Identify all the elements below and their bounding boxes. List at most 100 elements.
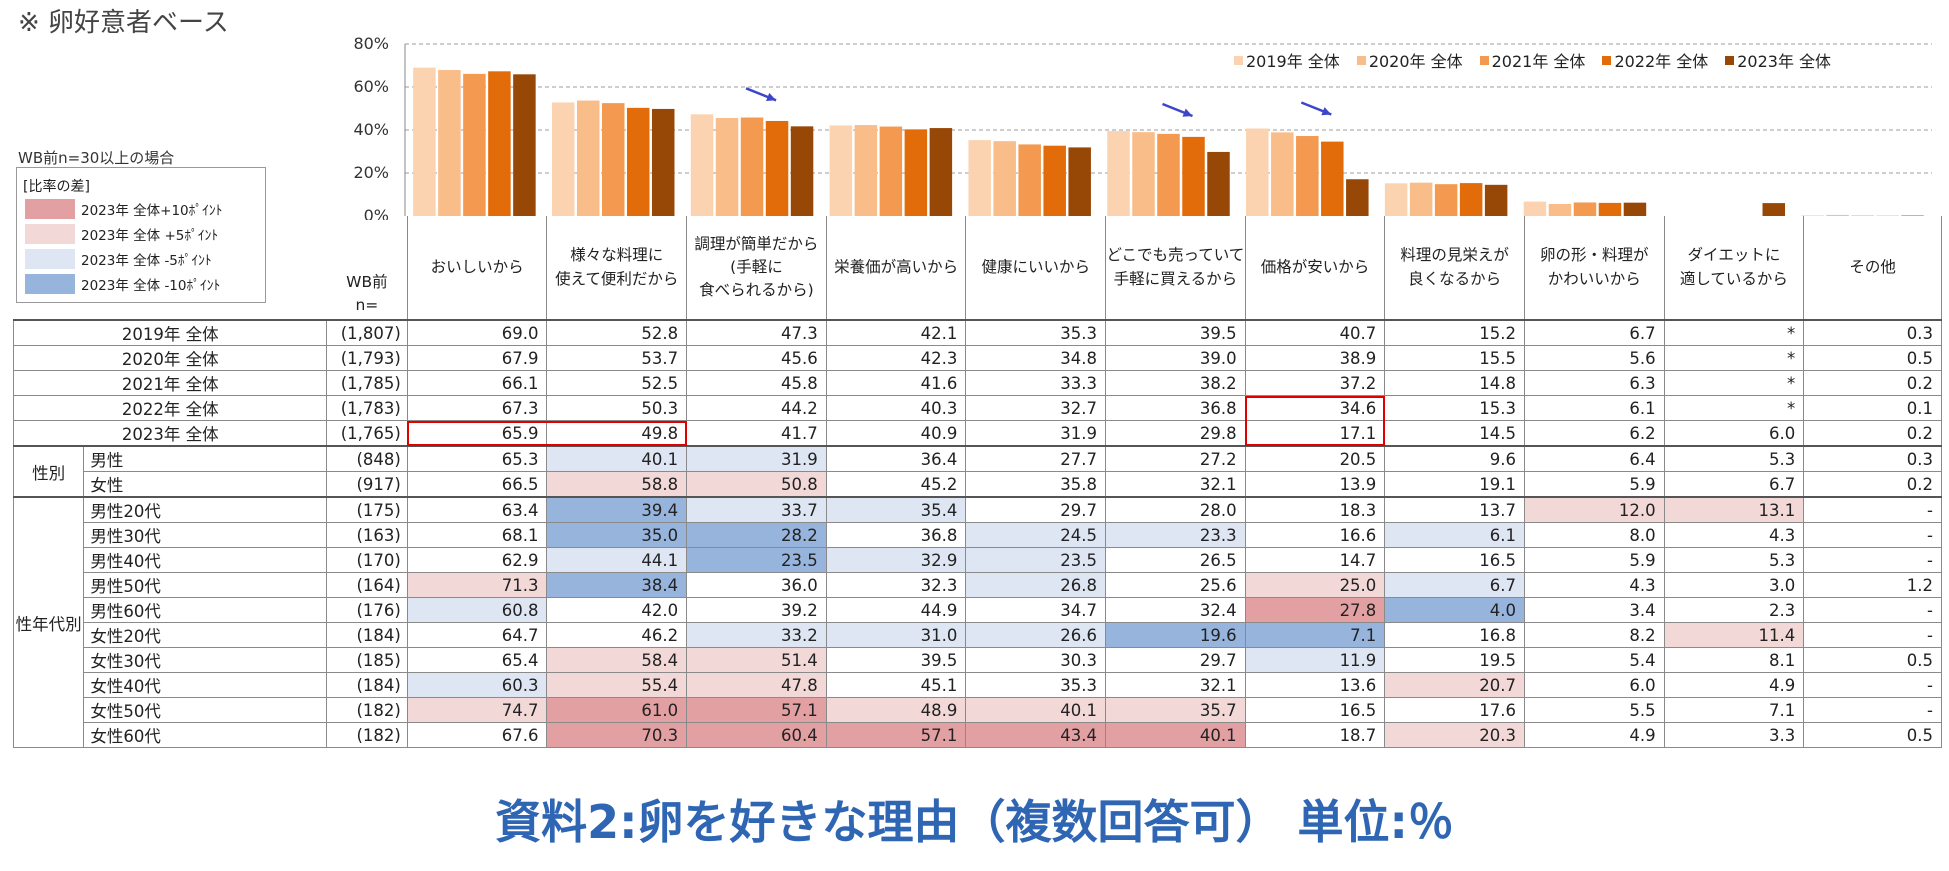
table-row: 女性40代 (184) 60.3 55.4 47.8 45.1 35.3 32.1 13.6 20… xyxy=(14,672,1942,698)
bar xyxy=(854,125,878,216)
bar xyxy=(601,103,625,216)
table-cell: 69.0 xyxy=(406,319,548,346)
series-legend-item: 2020年 全体 xyxy=(1356,48,1463,72)
table-cell: 5.3 xyxy=(1663,547,1805,573)
y-tick-label: 80% xyxy=(353,34,389,53)
bar xyxy=(1246,128,1269,216)
table-cell: 39.5 xyxy=(825,647,967,673)
table-cell: 60.4 xyxy=(686,722,827,748)
table-cell: 17.6 xyxy=(1384,697,1525,723)
trend-arrow-head xyxy=(1182,108,1193,117)
series-legend-label: 2019年 全体 xyxy=(1246,52,1340,71)
series-legend-swatch xyxy=(1602,55,1612,65)
bar xyxy=(438,70,461,216)
table-cell: 3.4 xyxy=(1523,597,1665,623)
table-cell: 57.1 xyxy=(825,722,967,748)
row-label: 女性30代 xyxy=(83,647,328,673)
bar xyxy=(1598,202,1622,216)
table-cell: 6.7 xyxy=(1523,319,1665,346)
table-cell: 7.1 xyxy=(1663,697,1805,723)
bar xyxy=(1207,151,1230,216)
table-cell: 57.1 xyxy=(686,697,827,723)
table-cell: 8.0 xyxy=(1523,522,1665,548)
table-cell: 35.3 xyxy=(965,319,1107,346)
bar xyxy=(690,114,714,216)
bar xyxy=(1826,214,1849,216)
table-cell: 11.4 xyxy=(1663,622,1805,648)
table-cell: 6.2 xyxy=(1523,420,1665,447)
table-cell: 6.7 xyxy=(1384,572,1525,598)
table-row: 男性50代 (164) 71.3 38.4 36.0 32.3 26.8 25.6 25.0 6.… xyxy=(14,572,1942,598)
bar xyxy=(1157,133,1180,216)
diff-legend-title: [比率の差] xyxy=(23,179,90,195)
table-cell: 16.5 xyxy=(1244,697,1386,723)
table-cell: 46.2 xyxy=(546,622,688,648)
row-n: (184) xyxy=(326,622,408,648)
table-cell: - xyxy=(1803,597,1942,623)
row-n: (182) xyxy=(326,722,408,748)
table-cell: 43.4 xyxy=(965,722,1107,748)
bar xyxy=(829,125,853,216)
table-cell: 67.3 xyxy=(406,395,548,421)
table-row: 2023年 全体 (1,765) 65.9 49.8 41.7 40.9 31.9 29.8 1… xyxy=(12,420,1942,447)
table-cell: 35.7 xyxy=(1105,697,1246,723)
table-cell: - xyxy=(1803,697,1942,723)
bar xyxy=(1459,183,1483,216)
series-legend-swatch xyxy=(1479,55,1489,65)
table-cell: 25.6 xyxy=(1105,572,1246,598)
table-cell: 67.9 xyxy=(406,345,548,371)
table-cell: 19.1 xyxy=(1384,471,1525,498)
table-cell: 0.2 xyxy=(1803,471,1942,498)
series-legend-swatch xyxy=(1234,55,1243,65)
bar xyxy=(551,102,575,216)
row-label: 2023年 全体 xyxy=(12,420,328,447)
table-cell: 20.5 xyxy=(1244,445,1386,472)
table-cell: 14.5 xyxy=(1384,420,1525,447)
bar xyxy=(651,108,675,216)
row-n: (176) xyxy=(326,597,408,623)
table-cell: 37.2 xyxy=(1244,370,1386,396)
bar xyxy=(1018,144,1041,216)
row-label: 女性 xyxy=(83,471,328,498)
table-cell: 44.2 xyxy=(686,395,827,421)
trend-arrow-head xyxy=(1321,107,1332,116)
series-legend-item: 2019年 全体 xyxy=(1234,48,1340,72)
row-label: 女性60代 xyxy=(83,722,328,748)
table-cell: 42.3 xyxy=(825,345,967,371)
table-cell: 0.2 xyxy=(1803,420,1942,447)
bar xyxy=(1384,183,1408,216)
table-cell: 58.8 xyxy=(546,471,688,498)
bar xyxy=(1573,202,1597,216)
row-label: 男性40代 xyxy=(83,547,328,573)
table-cell: 45.1 xyxy=(825,672,967,698)
table-cell: 6.3 xyxy=(1523,370,1665,396)
column-header: 様々な料理に 使えて便利だから xyxy=(546,216,688,321)
table-cell: 39.0 xyxy=(1105,345,1246,371)
row-label: 2021年 全体 xyxy=(12,370,328,396)
table-cell: 51.4 xyxy=(686,647,827,673)
header-blank xyxy=(13,216,327,321)
table-cell: 35.8 xyxy=(965,471,1107,498)
table-cell: 28.2 xyxy=(686,522,827,548)
table-cell: 38.4 xyxy=(546,572,688,598)
table-cell: - xyxy=(1803,672,1942,698)
table-cell: 11.9 xyxy=(1244,647,1386,673)
table-cell: 34.7 xyxy=(965,597,1107,623)
table-cell: 15.5 xyxy=(1384,345,1525,371)
table-cell: 33.3 xyxy=(965,370,1107,396)
table-cell: 16.6 xyxy=(1244,522,1386,548)
table-cell: 50.8 xyxy=(686,471,827,498)
bar xyxy=(1043,145,1066,216)
row-n: (163) xyxy=(326,522,408,548)
table-cell: 4.3 xyxy=(1523,572,1665,598)
table-cell: 38.9 xyxy=(1244,345,1386,371)
table-cell: 0.5 xyxy=(1803,345,1942,371)
table-cell: 39.5 xyxy=(1105,319,1246,346)
bar xyxy=(1346,179,1369,216)
table-cell: 60.8 xyxy=(406,597,548,623)
table-cell: 65.3 xyxy=(406,445,548,472)
row-label: 男性30代 xyxy=(83,522,328,548)
column-header: 栄養価が高いから xyxy=(826,216,967,321)
table-cell: 45.6 xyxy=(686,345,827,371)
row-label: 男性20代 xyxy=(83,496,328,523)
